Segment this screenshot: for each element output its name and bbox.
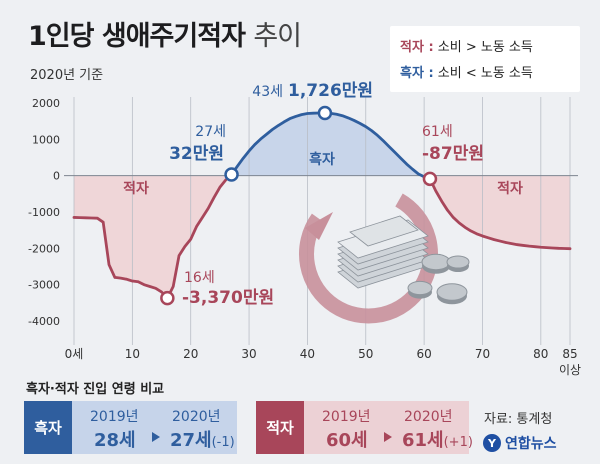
x-tick-label: 60 — [416, 347, 431, 361]
legend-box: 적자 : 소비 > 노동 소득 흑자 : 소비 < 노동 소득 — [390, 26, 580, 92]
source-text: 자료: 통계청 — [484, 412, 553, 427]
data-point-marker — [160, 290, 175, 306]
x-tick-label: 85 — [562, 347, 577, 361]
legend-surplus-key: 흑자 : — [400, 66, 434, 81]
y-tick-label: -3000 — [28, 279, 60, 292]
region-label-deficit-right: 적자 — [497, 180, 523, 197]
annotation-age-61: 61세 — [422, 124, 453, 140]
x-tick-label: 70 — [475, 347, 490, 361]
coin-icon — [446, 255, 470, 269]
y-tick-label: 2000 — [32, 97, 60, 110]
surplus-year-from: 2019년 — [90, 409, 139, 425]
data-point-marker — [422, 171, 438, 187]
annotation-age-27: 27세 — [195, 124, 226, 140]
annotation-value-43: 1,726만원 — [288, 81, 373, 101]
deficit-tag: 적자 — [256, 401, 304, 454]
coin-icon — [407, 280, 433, 296]
coin-icon — [421, 253, 451, 271]
surplus-age-from: 28세 — [94, 430, 136, 451]
surplus-age-to: 27세(-1) — [170, 430, 235, 451]
yonhap-logo: Y 연합뉴스 — [483, 433, 557, 453]
banknote-band-icon — [349, 215, 419, 247]
deficit-comparison-box: 적자 2019년 60세 2020년 61세(+1) — [256, 401, 473, 454]
coin-icon — [436, 283, 468, 301]
annotation-value-61: -87만원 — [422, 144, 484, 164]
data-point-marker — [317, 105, 333, 121]
cycle-arrow-icon — [299, 193, 438, 324]
region-label-surplus: 흑자 — [309, 151, 335, 168]
lifecycle-deficit-chart: 2000 1000 0 -1000 -2000 -3000 -4000 0세 10 20 30 40… — [28, 81, 581, 377]
y-tick-label: 1000 — [32, 133, 60, 146]
x-tick-sublabel: 이상 — [559, 363, 581, 377]
region-label-deficit-left: 적자 — [123, 180, 149, 197]
annotation-value-27: 32만원 — [169, 144, 224, 164]
yonhap-logo-icon: Y — [483, 434, 501, 452]
x-tick-label: 30 — [241, 347, 256, 361]
x-tick-label: 0세 — [65, 347, 84, 361]
surplus-comparison-box: 흑자 2019년 28세 2020년 27세(-1) — [24, 401, 237, 454]
x-tick-label: 50 — [358, 347, 373, 361]
deficit-year-to: 2020년 — [404, 409, 453, 425]
surplus-year-to: 2020년 — [172, 409, 221, 425]
arrow-right-icon — [384, 432, 392, 442]
y-tick-label: -1000 — [28, 206, 60, 219]
x-tick-label: 10 — [125, 347, 140, 361]
x-tick-label: 40 — [300, 347, 315, 361]
surplus-area — [74, 112, 570, 176]
legend-deficit-key: 적자 : — [400, 40, 434, 55]
comparison-title: 흑자·적자 진입 연령 비교 — [26, 382, 165, 397]
deficit-age-to: 61세(+1) — [402, 430, 473, 451]
annotation-age-16: 16세 — [184, 270, 215, 286]
cycle-arrowhead-icon — [305, 212, 333, 240]
deficit-age-from: 60세 — [326, 430, 368, 451]
page-title: 1인당 생애주기적자 추이 — [28, 21, 302, 52]
legend-surplus: 흑자 : 소비 < 노동 소득 — [400, 62, 533, 81]
money-illustration — [299, 193, 470, 324]
legend-surplus-desc: 소비 < 노동 소득 — [437, 66, 533, 81]
data-point-marker — [224, 167, 239, 182]
annotation-age-43: 43세 — [252, 84, 283, 100]
surplus-tag: 흑자 — [24, 401, 72, 454]
x-tick-label: 80 — [533, 347, 548, 361]
annotation-value-16: -3,370만원 — [182, 288, 274, 308]
y-tick-label: -4000 — [28, 315, 60, 328]
x-tick-label: 20 — [183, 347, 198, 361]
page-subtitle: 2020년 기준 — [30, 68, 104, 83]
arrow-right-icon — [152, 432, 160, 442]
legend-deficit: 적자 : 소비 > 노동 소득 — [400, 36, 533, 55]
y-tick-label: -2000 — [28, 242, 60, 255]
y-tick-label: 0 — [53, 170, 60, 183]
deficit-year-from: 2019년 — [322, 409, 371, 425]
yonhap-logo-text: 연합뉴스 — [505, 436, 557, 452]
legend-deficit-desc: 소비 > 노동 소득 — [437, 40, 533, 55]
